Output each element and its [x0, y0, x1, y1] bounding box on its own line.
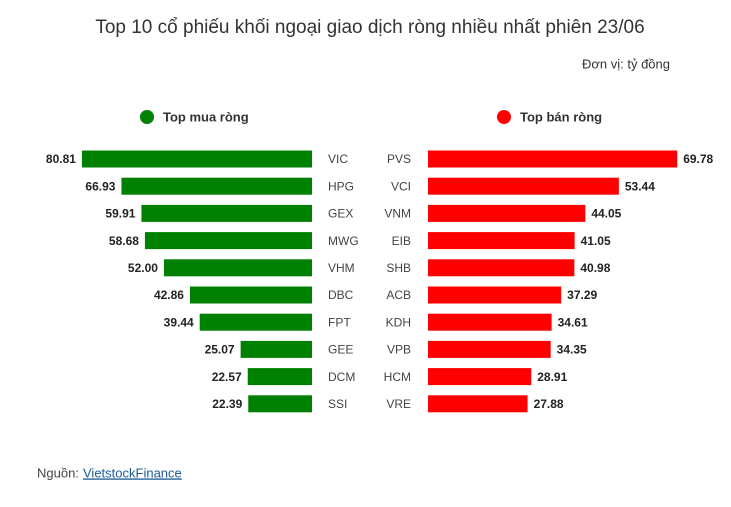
category-label: DCM [328, 370, 355, 384]
bar [81, 150, 313, 168]
legend-marker [497, 110, 511, 124]
value-label: 58.68 [109, 234, 139, 248]
category-label: HCM [384, 370, 411, 384]
value-label: 80.81 [46, 152, 76, 166]
category-label: SSI [328, 397, 347, 411]
chart-title: Top 10 cổ phiếu khối ngoại giao dịch ròn… [95, 17, 644, 38]
category-label: PVS [387, 152, 411, 166]
value-label: 34.61 [558, 315, 588, 329]
bar [428, 395, 528, 413]
category-label: VNM [384, 207, 411, 221]
value-label: 27.88 [534, 397, 564, 411]
value-label: 41.05 [581, 234, 611, 248]
bar [428, 340, 551, 358]
category-label: DBC [328, 288, 354, 302]
value-label: 66.93 [85, 179, 115, 193]
value-label: 40.98 [580, 261, 610, 275]
bar [144, 232, 312, 250]
bar [141, 204, 312, 222]
bar [247, 368, 312, 386]
value-label: 52.00 [128, 261, 158, 275]
bar [240, 340, 312, 358]
bar [428, 368, 532, 386]
category-label: VCI [391, 179, 411, 193]
bar [248, 395, 312, 413]
value-label: 53.44 [625, 179, 655, 193]
bar [428, 313, 552, 331]
legend-label: Top mua ròng [163, 109, 249, 124]
legend-label: Top bán ròng [520, 109, 602, 124]
bar [189, 286, 312, 304]
value-label: 44.05 [591, 207, 621, 221]
category-label: GEE [328, 343, 353, 357]
source-link[interactable]: VietstockFinance [83, 465, 182, 480]
source-label: Nguồn: [37, 465, 79, 480]
value-label: 22.57 [212, 370, 242, 384]
bar [428, 204, 586, 222]
bar [428, 150, 678, 168]
value-label: 25.07 [205, 343, 235, 357]
category-label: SHB [386, 261, 411, 275]
unit-note: Đơn vị: tỷ đồng [582, 56, 670, 71]
category-label: KDH [386, 315, 411, 329]
category-label: MWG [328, 234, 359, 248]
category-label: VHM [328, 261, 355, 275]
bar [428, 232, 575, 250]
value-label: 42.86 [154, 288, 184, 302]
category-label: GEX [328, 207, 353, 221]
legend-marker [140, 110, 154, 124]
bar [428, 259, 575, 277]
category-label: HPG [328, 179, 354, 193]
bar [121, 177, 312, 195]
value-label: 28.91 [537, 370, 567, 384]
bar [199, 313, 312, 331]
value-label: 69.78 [683, 152, 713, 166]
bar [428, 286, 562, 304]
value-label: 37.29 [567, 288, 597, 302]
category-label: EIB [392, 234, 411, 248]
bar [163, 259, 312, 277]
bar [428, 177, 619, 195]
value-label: 59.91 [105, 207, 135, 221]
category-label: ACB [386, 288, 411, 302]
category-label: VPB [387, 343, 411, 357]
value-label: 39.44 [164, 315, 194, 329]
category-label: VIC [328, 152, 348, 166]
category-label: VRE [386, 397, 411, 411]
value-label: 22.39 [212, 397, 242, 411]
category-label: FPT [328, 315, 351, 329]
value-label: 34.35 [557, 343, 587, 357]
